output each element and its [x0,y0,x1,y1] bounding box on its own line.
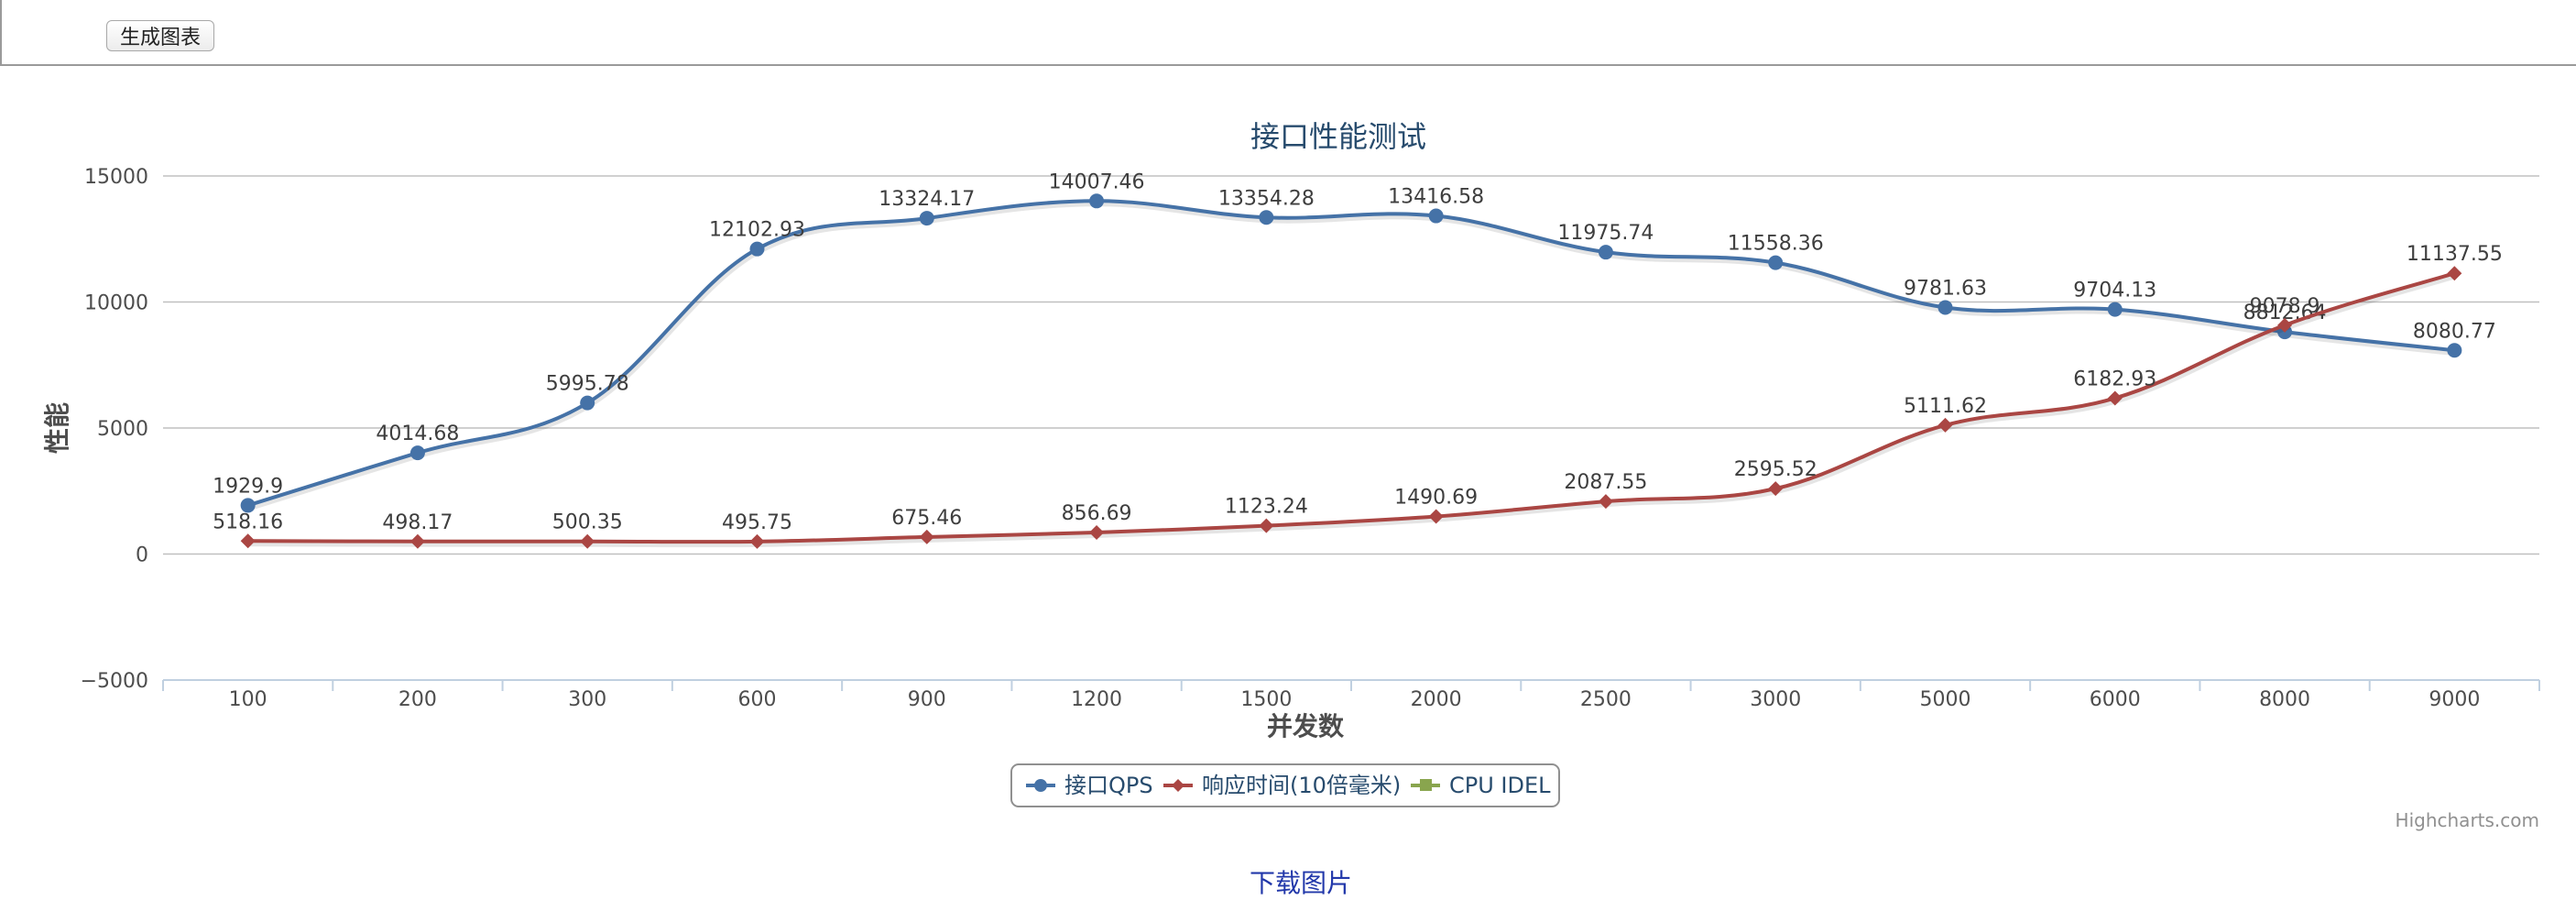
data-label-qps: 4014.68 [376,423,459,445]
data-label-qps: 14007.46 [1049,170,1145,193]
series-line-qps [247,199,2455,508]
series-line-response-time [247,271,2455,544]
x-tick-label: 300 [568,688,606,711]
data-label-response-time: 498.17 [382,511,453,534]
legend-marker [1034,779,1047,792]
point-qps [409,445,425,461]
data-label-response-time: 6182.93 [2073,368,2156,390]
point-qps [1598,245,1613,260]
y-tick-label: 15000 [84,166,148,189]
data-label-qps: 1929.9 [213,475,283,498]
legend-marker [1172,779,1184,792]
point-qps [919,211,934,226]
point-qps [749,241,765,257]
toolbar: 生成图表 [0,0,2576,66]
data-label-response-time: 9078.9 [2250,295,2320,318]
data-label-qps: 5995.78 [546,373,629,396]
data-label-response-time: 2087.55 [1564,471,1647,494]
y-tick-label: 5000 [97,418,148,441]
legend-item-label: 接口QPS [1064,773,1153,798]
legend-box [1010,763,1560,807]
point-response-time [1259,518,1274,533]
point-qps [1768,255,1784,270]
point-qps [2107,302,2123,317]
x-tick-label: 9000 [2429,688,2480,711]
x-axis-title: 并发数 [1267,711,1345,741]
data-label-response-time: 11137.55 [2407,243,2503,266]
data-label-response-time: 518.16 [213,510,283,533]
credits-link: Highcharts.com [2396,809,2539,831]
data-label-qps: 13416.58 [1388,186,1484,209]
point-response-time [749,533,765,549]
data-label-response-time: 5111.62 [1904,395,1987,418]
point-qps [1089,193,1105,209]
point-response-time [919,529,934,544]
data-label-response-time: 2595.52 [1734,458,1817,481]
x-tick-label: 1200 [1071,688,1122,711]
point-response-time [1428,509,1444,524]
data-label-response-time: 495.75 [722,511,792,534]
x-tick-label: 8000 [2259,688,2310,711]
point-qps [1259,210,1274,225]
x-tick-label: 100 [229,688,267,711]
point-qps [580,395,595,411]
point-qps [1937,300,1953,315]
data-label-response-time: 856.69 [1062,502,1132,525]
x-tick-label: 2500 [1580,688,1632,711]
x-tick-label: 600 [738,688,777,711]
point-response-time [580,533,595,549]
point-response-time [2447,266,2462,281]
chart: 接口性能测试 −5000 0 5000 10000 15000 100 200 300 600 90… [42,119,2540,831]
x-tick-label: 6000 [2090,688,2141,711]
x-tick-label: 5000 [1920,688,1971,711]
y-tick-label: 0 [136,544,148,567]
download-image-link[interactable]: 下载图片 [1250,868,1353,898]
point-qps [2447,343,2462,358]
series-shadow [247,199,2456,511]
point-qps [240,498,256,513]
data-label-qps: 13324.17 [879,188,975,211]
x-tick-label: 2000 [1411,688,1462,711]
x-tick-label: 900 [908,688,946,711]
data-label-qps: 9704.13 [2073,280,2156,302]
data-label-qps: 11558.36 [1728,233,1824,256]
data-label-response-time: 500.35 [552,511,623,534]
data-label-qps: 9781.63 [1904,278,1987,301]
data-label-response-time: 675.46 [891,507,962,530]
data-label-qps: 12102.93 [709,219,805,242]
point-response-time [1937,417,1953,433]
generate-chart-button[interactable]: 生成图表 [106,20,215,51]
data-label-response-time: 1123.24 [1225,496,1308,519]
point-response-time [2277,317,2293,333]
x-tick-label: 200 [398,688,437,711]
x-tick-label: 3000 [1750,688,1801,711]
point-response-time [1768,481,1784,497]
y-axis-title: 性能 [42,402,72,454]
legend-item-label: CPU IDEL [1449,773,1551,798]
data-label-qps: 13354.28 [1218,187,1315,210]
y-tick-label: −5000 [81,670,148,693]
point-qps [1428,208,1444,224]
point-response-time [409,533,425,549]
y-tick-label: 10000 [84,292,148,315]
point-response-time [1598,494,1613,510]
data-label-qps: 11975.74 [1557,222,1654,245]
point-response-time [1089,524,1105,540]
x-tick-label: 1500 [1240,688,1292,711]
point-response-time [2107,390,2123,406]
data-label-qps: 8080.77 [2413,320,2496,343]
chart-title: 接口性能测试 [1250,119,1426,154]
data-label-response-time: 1490.69 [1394,487,1478,510]
legend-item-label: 响应时间(10倍毫米) [1202,773,1401,798]
legend-marker [1420,779,1432,791]
point-response-time [240,533,256,549]
